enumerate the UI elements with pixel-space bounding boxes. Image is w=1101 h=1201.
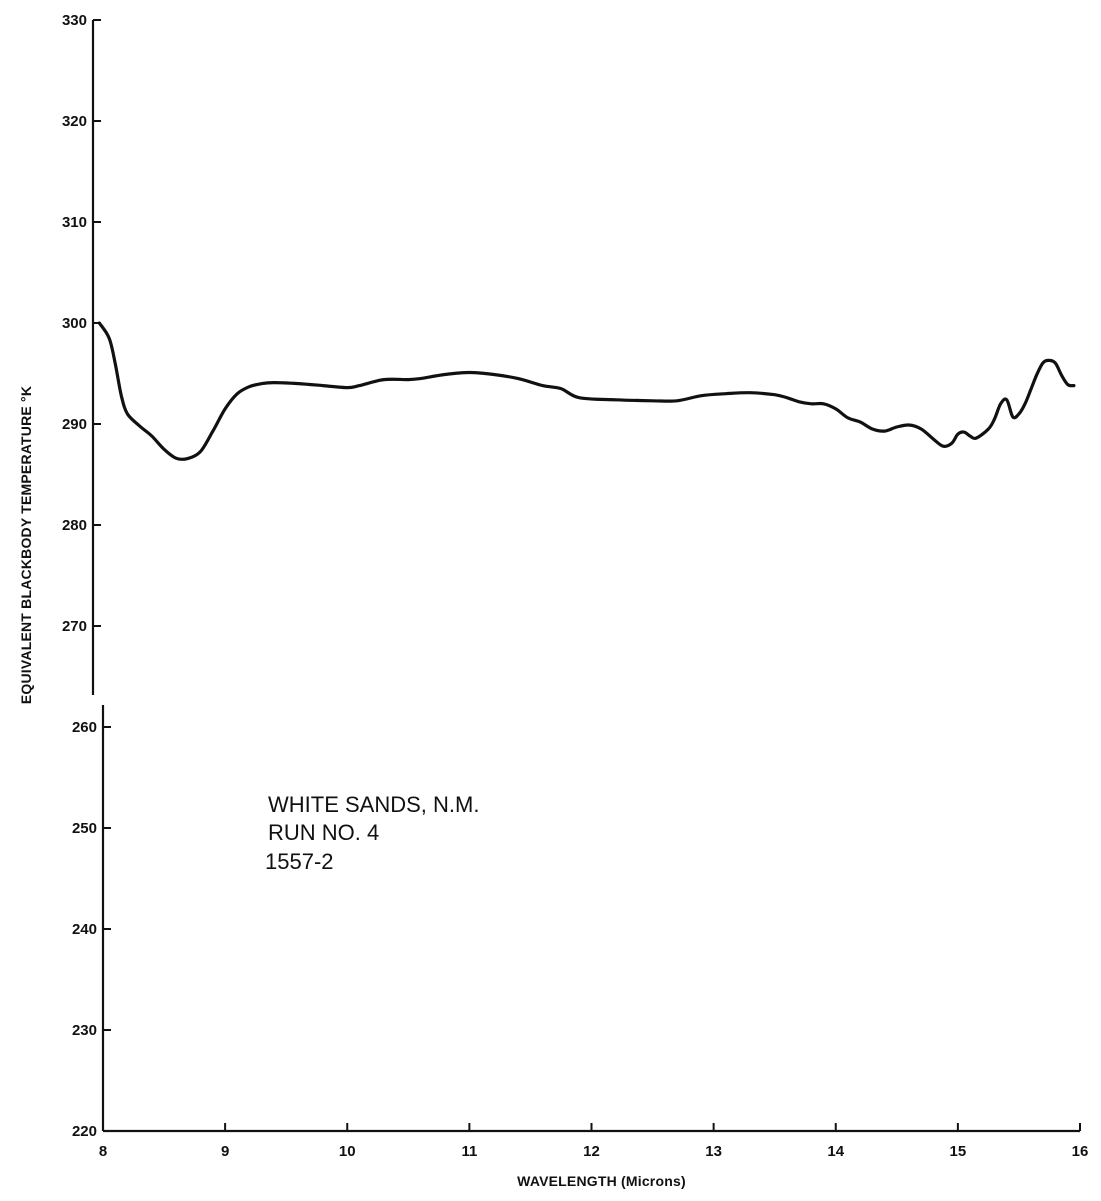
annotation-block: WHITE SANDS, N.M. RUN NO. 4 1557-2 bbox=[265, 792, 479, 874]
series bbox=[97, 321, 1076, 461]
y-tick-label: 250 bbox=[72, 820, 97, 837]
x-tick-label: 14 bbox=[827, 1143, 844, 1160]
y-tick-label: 220 bbox=[72, 1123, 97, 1140]
y-tick-label: 320 bbox=[62, 113, 87, 130]
x-axis-title: WAVELENGTH (Microns) bbox=[517, 1173, 686, 1189]
x-tick-label: 16 bbox=[1072, 1143, 1089, 1160]
x-tick-label: 8 bbox=[99, 1143, 107, 1160]
y-tick-label: 260 bbox=[72, 719, 97, 736]
x-tick-label: 12 bbox=[583, 1143, 600, 1160]
y-tick-label: 230 bbox=[72, 1022, 97, 1039]
y-tick-label: 310 bbox=[62, 214, 87, 231]
annotation-line-id: 1557-2 bbox=[265, 849, 334, 874]
ticks: 220 230 240 250 260 270 280 290 300 310 320 330 8 9 10… bbox=[62, 12, 1088, 1160]
y-tick-label: 270 bbox=[62, 618, 87, 635]
series-line-0 bbox=[97, 321, 1076, 461]
y-tick-label: 290 bbox=[62, 416, 87, 433]
y-tick-label: 240 bbox=[72, 921, 97, 938]
y-axis-title: EQUIVALENT BLACKBODY TEMPERATURE °K bbox=[18, 386, 34, 704]
annotation-line-run: RUN NO. 4 bbox=[268, 820, 379, 845]
x-tick-label: 9 bbox=[221, 1143, 229, 1160]
x-tick-label: 10 bbox=[339, 1143, 356, 1160]
y-tick-label: 280 bbox=[62, 517, 87, 534]
y-tick-label: 330 bbox=[62, 12, 87, 29]
x-tick-label: 11 bbox=[461, 1143, 477, 1160]
x-tick-label: 15 bbox=[950, 1143, 967, 1160]
axes bbox=[91, 20, 1080, 1133]
x-tick-label: 13 bbox=[705, 1143, 722, 1160]
annotation-line-location: WHITE SANDS, N.M. bbox=[268, 792, 479, 817]
y-tick-label: 300 bbox=[62, 315, 87, 332]
